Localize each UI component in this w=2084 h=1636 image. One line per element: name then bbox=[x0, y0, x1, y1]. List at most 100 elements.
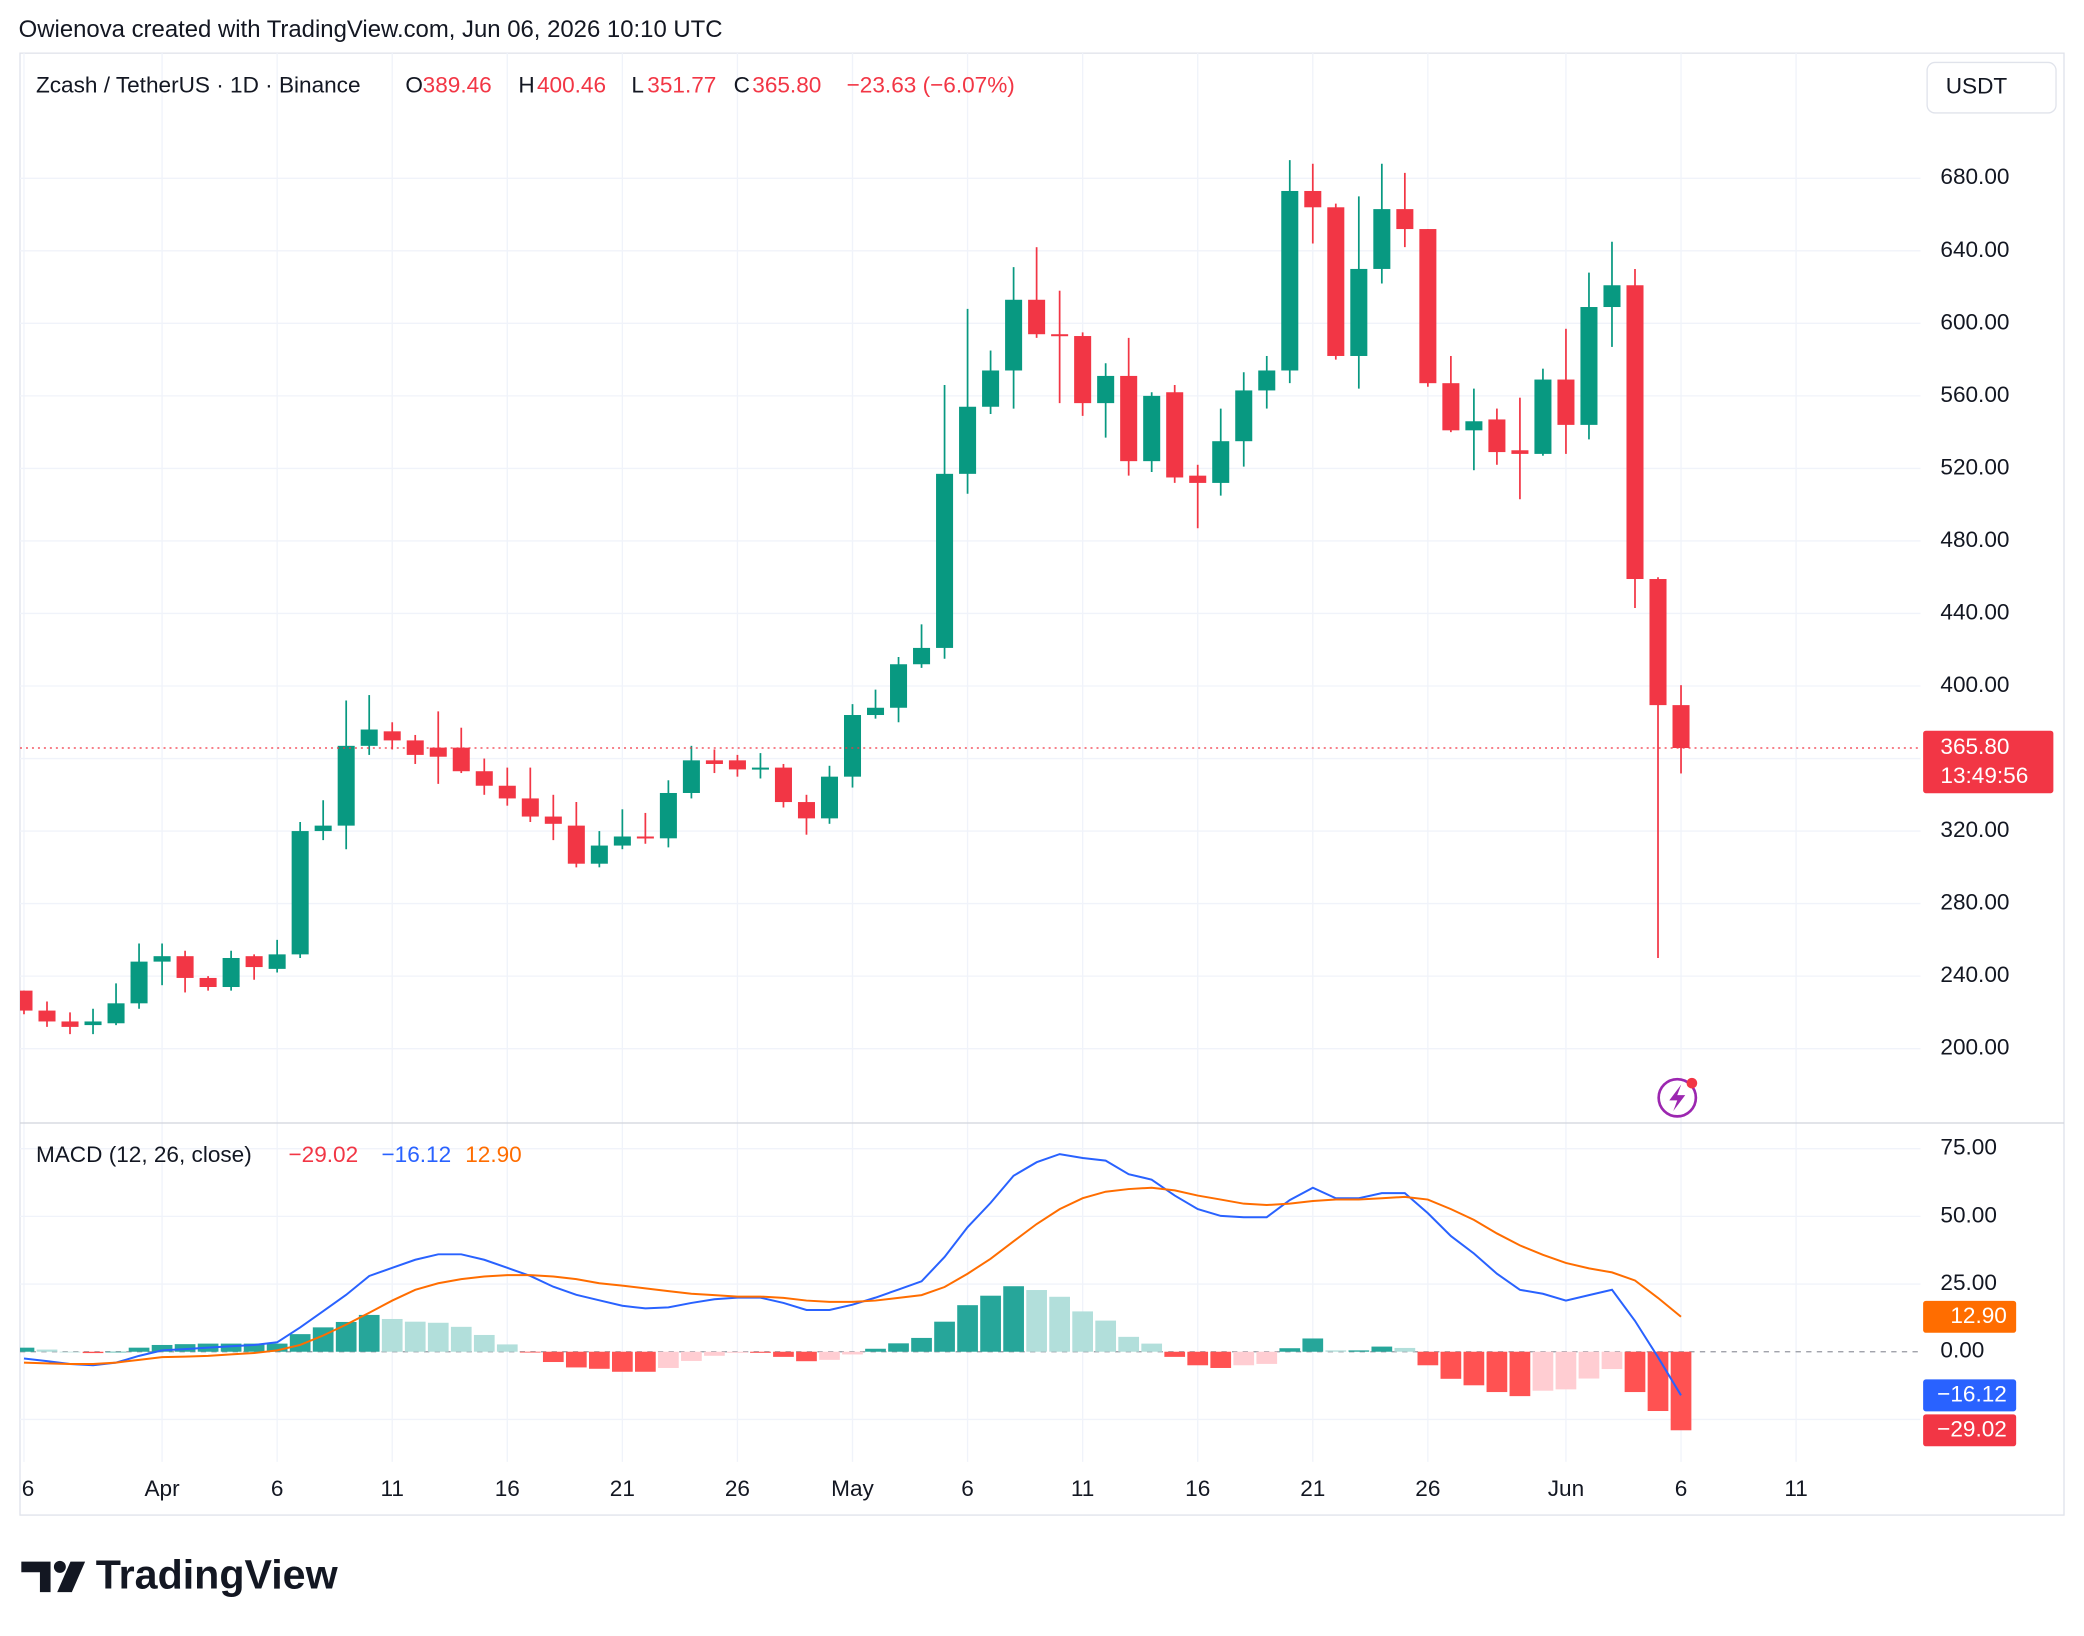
candle-body bbox=[1258, 370, 1276, 391]
histogram-bar bbox=[59, 1351, 81, 1353]
histogram-bar bbox=[1417, 1351, 1439, 1366]
candle-body bbox=[1189, 475, 1207, 483]
candle-body bbox=[475, 771, 493, 786]
histogram-bar bbox=[658, 1351, 679, 1368]
y-tick-label: 480.00 bbox=[1940, 527, 2009, 552]
histogram-bar bbox=[888, 1343, 909, 1352]
candle-body bbox=[913, 647, 931, 665]
histogram-bar bbox=[565, 1351, 587, 1368]
candle-body bbox=[1419, 229, 1437, 384]
macd-header: MACD (12, 26, close) −29.02 −16.12 12.90 bbox=[36, 1142, 522, 1167]
candle-body bbox=[383, 731, 401, 741]
close-value: 365.80 bbox=[752, 72, 821, 97]
candle-body bbox=[199, 977, 217, 988]
currency[interactable]: USDT bbox=[1946, 74, 2008, 99]
y-tick-label: 680.00 bbox=[1940, 164, 2009, 189]
value-tag-label: 12.90 bbox=[1950, 1303, 2007, 1328]
candle-body bbox=[936, 473, 954, 648]
alert-icon[interactable] bbox=[1657, 1077, 1698, 1118]
candle-body bbox=[705, 760, 723, 764]
y-tick-label: 640.00 bbox=[1940, 237, 2009, 262]
histogram-bar bbox=[1440, 1351, 1462, 1379]
ohlc-key: H bbox=[518, 72, 534, 97]
histogram-bar bbox=[358, 1314, 380, 1352]
candle-body bbox=[1097, 375, 1115, 404]
histogram-bar bbox=[1463, 1351, 1485, 1386]
x-tick-label: 11 bbox=[1071, 1476, 1094, 1501]
candle-body bbox=[890, 664, 908, 708]
histogram-bar bbox=[519, 1351, 541, 1353]
candle-body bbox=[61, 1021, 79, 1027]
candle-body bbox=[1350, 268, 1368, 356]
histogram-bar bbox=[1279, 1348, 1301, 1352]
low-value: 351.77 bbox=[647, 72, 716, 97]
candle-body bbox=[130, 961, 148, 1004]
y-tick-label: 240.00 bbox=[1940, 962, 2009, 987]
grid bbox=[19, 53, 1921, 1462]
candle-body bbox=[1143, 395, 1161, 462]
ohlc-key: L bbox=[631, 72, 644, 97]
histogram-bar bbox=[1601, 1351, 1623, 1370]
logo-shape bbox=[21, 1561, 51, 1593]
candle-body bbox=[521, 798, 539, 817]
histogram-bar bbox=[381, 1318, 403, 1352]
candle-body bbox=[1327, 207, 1345, 356]
histogram-bar bbox=[243, 1343, 265, 1352]
currency-button[interactable] bbox=[1926, 61, 2057, 114]
alert-bolt[interactable] bbox=[1669, 1084, 1686, 1112]
histogram-bar bbox=[750, 1351, 771, 1353]
histogram-bar bbox=[957, 1305, 978, 1352]
candle-body bbox=[360, 729, 378, 746]
histogram-value: −29.02 bbox=[288, 1142, 358, 1167]
histogram-bar bbox=[335, 1321, 357, 1352]
histogram-bar bbox=[1256, 1351, 1278, 1364]
logo-shape bbox=[57, 1561, 86, 1593]
alert-dot[interactable] bbox=[1686, 1077, 1698, 1089]
value-tag-label: −16.12 bbox=[1937, 1381, 2007, 1406]
candle-body bbox=[1212, 441, 1230, 483]
candle-body bbox=[1120, 375, 1138, 462]
candle-body bbox=[1603, 285, 1621, 308]
y-tick-label: 400.00 bbox=[1940, 672, 2009, 697]
candle-body bbox=[843, 715, 862, 777]
histogram-bar bbox=[1026, 1290, 1047, 1352]
histogram-bar bbox=[1532, 1351, 1554, 1391]
x-tick-label: 6 bbox=[961, 1476, 974, 1501]
histogram-bar bbox=[588, 1351, 610, 1369]
brand-logo: TradingView bbox=[21, 1551, 339, 1597]
y-tick-label: 280.00 bbox=[1940, 890, 2009, 915]
histogram-bar bbox=[980, 1295, 1001, 1352]
histogram-bar bbox=[1095, 1320, 1117, 1352]
candle-body bbox=[1511, 450, 1529, 454]
y-tick-label: 75.00 bbox=[1940, 1135, 1997, 1160]
candle-body bbox=[452, 747, 470, 772]
histogram-bar bbox=[1141, 1343, 1163, 1352]
y-tick-label: 560.00 bbox=[1940, 382, 2009, 407]
y-tick-label: 25.00 bbox=[1940, 1270, 1997, 1295]
x-tick-label: 6 bbox=[1675, 1476, 1688, 1501]
candle-body bbox=[268, 954, 286, 969]
candle-body bbox=[429, 747, 447, 757]
histogram-bar bbox=[704, 1351, 725, 1356]
candle-body bbox=[1304, 190, 1322, 208]
histogram-bar bbox=[450, 1326, 472, 1352]
candle-body bbox=[636, 836, 654, 839]
candle-body bbox=[659, 792, 677, 839]
histogram-bar bbox=[1049, 1296, 1070, 1352]
x-tick-label: 6 bbox=[271, 1476, 284, 1501]
open-value: 389.46 bbox=[423, 72, 492, 97]
x-tick-label: 6 bbox=[22, 1476, 35, 1501]
candle-body bbox=[498, 785, 516, 799]
histogram-bar bbox=[427, 1322, 449, 1352]
candle-body bbox=[1465, 421, 1483, 431]
histogram-bar bbox=[542, 1351, 564, 1363]
x-tick-label: Jun bbox=[1548, 1476, 1584, 1501]
candle-body bbox=[797, 802, 815, 819]
indicator-line bbox=[23, 1186, 1682, 1365]
value-tag-label: −29.02 bbox=[1937, 1416, 2007, 1441]
histogram-bar bbox=[934, 1321, 955, 1352]
candle-body bbox=[314, 825, 332, 832]
histogram-bar bbox=[19, 1347, 35, 1352]
value-tag bbox=[1923, 1300, 2017, 1333]
